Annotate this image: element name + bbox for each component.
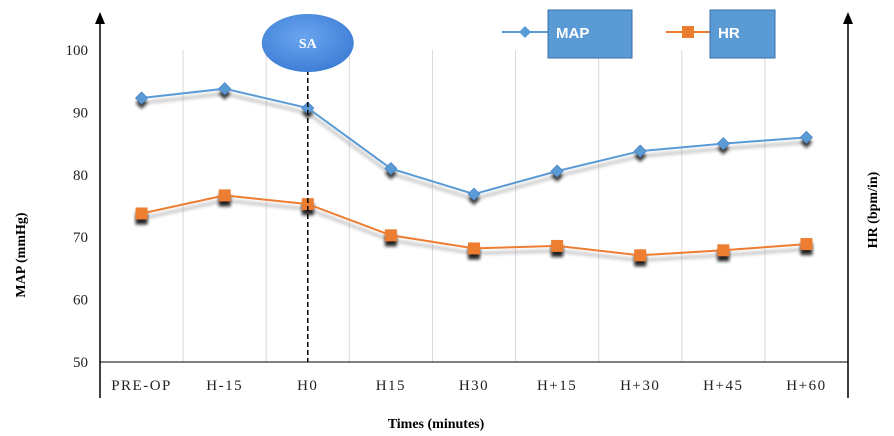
- map-point: [633, 144, 647, 158]
- legend-map-marker: [519, 26, 531, 38]
- map-point: [550, 164, 564, 178]
- y-tick-labels: 50 60 70 80 90 100: [66, 43, 89, 371]
- sa-label: SA: [299, 37, 318, 52]
- x-tick-label: H+30: [620, 378, 660, 394]
- map-line-shadow: [141, 92, 807, 201]
- hr-point: [468, 242, 480, 255]
- legend-map-box: [547, 9, 633, 59]
- series: [134, 82, 814, 267]
- map-point: [716, 137, 730, 151]
- x-tick-labels: PRE-OP H-15 H0 H15 H30 H+15 H+30 H+45 H+60: [111, 378, 826, 394]
- x-tick-label: H-15: [206, 378, 243, 394]
- x-tick-label: H+60: [786, 378, 826, 394]
- x-tick-label: H15: [376, 378, 406, 394]
- map-line: [141, 87, 807, 196]
- legend: MAP HR: [502, 9, 776, 59]
- y-axis-title: MAP (mmHg): [14, 212, 29, 297]
- y-tick-label: 60: [73, 293, 88, 309]
- x-tick-label: H+15: [537, 378, 577, 394]
- hr-point: [551, 239, 564, 252]
- hr-point: [800, 238, 813, 251]
- map-point: [384, 161, 398, 176]
- y-tick-label: 50: [73, 355, 88, 371]
- map-point: [134, 91, 149, 105]
- y2-axis-arrow: [843, 12, 853, 24]
- y-axis-arrow: [95, 12, 105, 24]
- x-tick-label: H0: [297, 378, 318, 394]
- hr-point: [218, 189, 231, 202]
- legend-hr-label: HR: [718, 25, 740, 42]
- hr-point: [301, 198, 314, 211]
- y-tick-label: 100: [66, 43, 89, 59]
- x-axis-title: Times (minutes): [388, 417, 485, 432]
- legend-hr-box: [709, 9, 776, 59]
- hr-point: [135, 207, 148, 220]
- map-point: [218, 82, 232, 96]
- hr-point: [717, 244, 730, 257]
- map-point: [467, 187, 481, 201]
- y-tick-label: 90: [73, 105, 88, 121]
- y-tick-label: 80: [73, 168, 88, 184]
- map-point: [799, 130, 814, 144]
- y2-axis-title: HR (bpm/in): [866, 171, 881, 248]
- x-tick-label: H30: [459, 378, 489, 394]
- y-tick-label: 70: [73, 230, 88, 246]
- legend-hr-marker: [682, 26, 694, 38]
- axes: [95, 12, 853, 398]
- sa-bubble: [261, 14, 354, 72]
- sa-annotation: SA: [261, 14, 354, 362]
- x-tick-label: PRE-OP: [111, 378, 172, 394]
- x-tick-label: H+45: [703, 378, 743, 394]
- legend-map-label: MAP: [556, 25, 589, 42]
- hr-point: [384, 229, 397, 242]
- hr-point: [634, 249, 647, 262]
